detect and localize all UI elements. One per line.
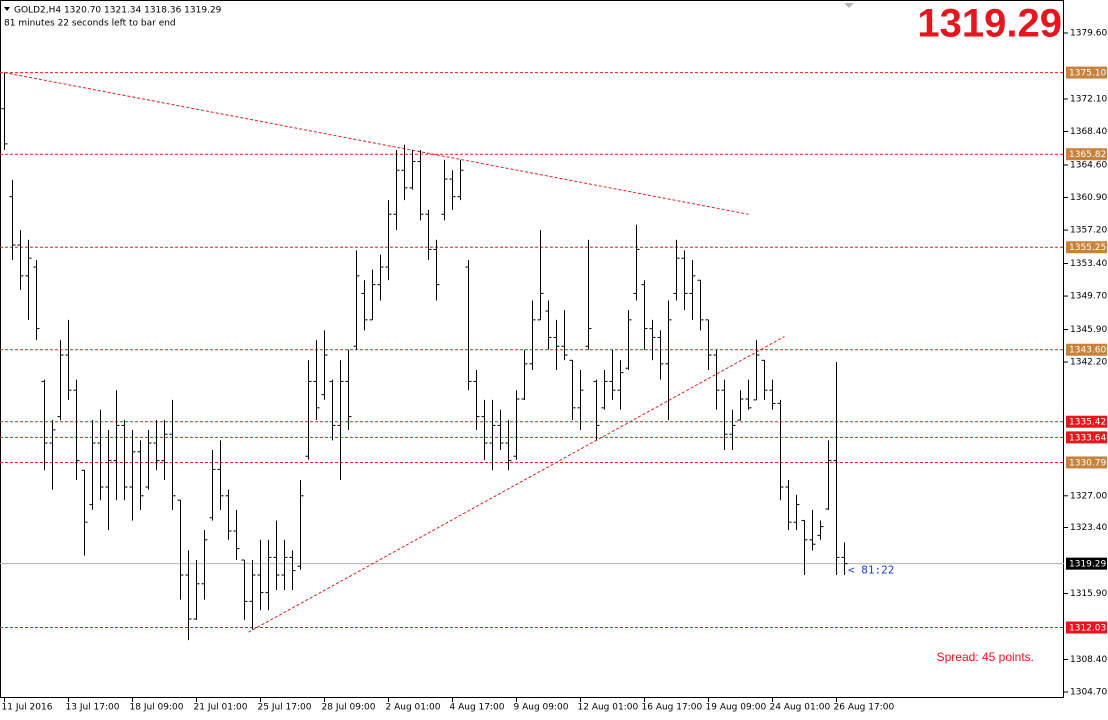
level-box	[1066, 431, 1107, 444]
y-tick-label: 1379.60	[1070, 28, 1107, 38]
y-tick-label: 1327.00	[1070, 491, 1107, 501]
level-box	[1066, 343, 1107, 356]
x-tick-label: 4 Aug 17:00	[450, 703, 505, 713]
x-tick-label: 16 Aug 17:00	[642, 703, 703, 713]
current-price-label: 1319.29	[1069, 560, 1106, 570]
y-tick-label: 1308.40	[1070, 655, 1107, 665]
level-label: 1312.03	[1069, 624, 1106, 634]
x-tick-label: 19 Aug 09:00	[706, 703, 767, 713]
trendline	[248, 336, 785, 633]
level-label: 1365.82	[1069, 150, 1106, 160]
trendline	[4, 72, 749, 215]
x-tick-label: 18 Jul 09:00	[130, 703, 184, 713]
x-tick-label: 12 Aug 01:00	[578, 703, 639, 713]
x-tick-label: 13 Jul 17:00	[66, 703, 120, 713]
y-tick-label: 1342.20	[1070, 358, 1107, 368]
price-display: 1319.29	[917, 2, 1062, 46]
timer: < 81:22	[848, 564, 894, 577]
menu-arrow[interactable]	[4, 7, 10, 11]
level-label: 1335.42	[1069, 418, 1106, 428]
y-tick-label: 1364.60	[1070, 160, 1107, 170]
y-tick-label: 1323.40	[1070, 523, 1107, 533]
x-tick-label: 9 Aug 09:00	[514, 703, 569, 713]
level-label: 1333.64	[1069, 433, 1106, 443]
y-tick-label: 1360.90	[1070, 193, 1107, 203]
x-tick-label: 25 Jul 17:00	[258, 703, 312, 713]
level-box	[1066, 415, 1107, 428]
subheader: 81 minutes 22 seconds left to bar end	[4, 19, 176, 29]
x-tick-label: 24 Aug 01:00	[770, 703, 831, 713]
level-label: 1355.25	[1069, 243, 1106, 253]
level-box	[1066, 148, 1107, 161]
x-tick-label: 28 Jul 09:00	[322, 703, 376, 713]
y-tick-label: 1304.70	[1070, 688, 1107, 698]
x-tick-label: 11 Jul 2016	[2, 703, 53, 713]
x-tick-label: 2 Aug 01:00	[386, 703, 441, 713]
y-tick-label: 1315.90	[1070, 589, 1107, 599]
y-tick-label: 1368.40	[1070, 127, 1107, 137]
level-label: 1375.10	[1069, 69, 1106, 79]
level-box	[1066, 456, 1107, 469]
shift-marker[interactable]	[844, 3, 854, 8]
spread: Spread: 45 points.	[937, 650, 1034, 664]
y-tick-label: 1357.20	[1070, 226, 1107, 236]
header: GOLD2,H4 1320.70 1321.34 1318.36 1319.29	[14, 6, 222, 16]
level-box	[1066, 241, 1107, 254]
y-tick-label: 1353.40	[1070, 259, 1107, 269]
level-label: 1330.79	[1069, 458, 1106, 468]
level-label: 1343.60	[1069, 346, 1106, 356]
level-box	[1066, 66, 1107, 79]
y-tick-label: 1372.10	[1070, 94, 1107, 104]
x-tick-label: 21 Jul 01:00	[194, 703, 248, 713]
current-price-box	[1066, 557, 1107, 570]
level-box	[1066, 621, 1107, 634]
y-tick-label: 1345.90	[1070, 325, 1107, 335]
y-tick-label: 1349.70	[1070, 292, 1107, 302]
x-tick-label: 26 Aug 17:00	[834, 703, 895, 713]
